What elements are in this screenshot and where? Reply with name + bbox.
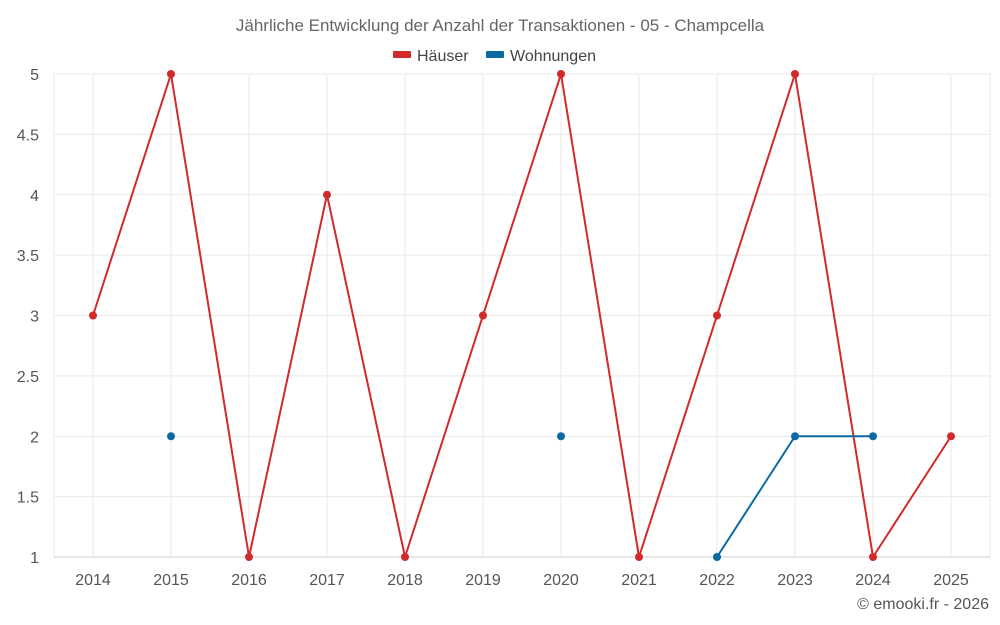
y-tick-label: 3.5 [17, 248, 39, 265]
legend-label-haeuser: Häuser [417, 48, 469, 65]
y-axis-ticks: 1 1.5 2 2.5 3 3.5 4 4.5 5 [17, 67, 39, 567]
series-group [89, 70, 955, 561]
data-point-haeuser[interactable] [323, 190, 331, 199]
x-tick-label: 2022 [699, 572, 735, 589]
credit-text: © emooki.fr - 2026 [857, 596, 989, 613]
y-tick-label: 5 [30, 67, 39, 84]
data-point-haeuser[interactable] [947, 432, 955, 441]
legend-item-haeuser[interactable]: Häuser [393, 48, 469, 65]
x-tick-label: 2020 [543, 572, 579, 589]
series-wohnungen [167, 432, 877, 561]
data-point-wohnungen[interactable] [557, 432, 565, 441]
data-point-haeuser[interactable] [401, 553, 409, 561]
data-point-haeuser[interactable] [869, 553, 877, 561]
data-point-haeuser[interactable] [89, 311, 97, 320]
legend-swatch-haeuser [393, 51, 411, 58]
x-axis-ticks: 2014 2015 2016 2017 2018 2019 2020 2021 2022 2023… [75, 572, 969, 589]
data-point-wohnungen[interactable] [167, 432, 175, 441]
legend-swatch-wohnungen [486, 51, 504, 58]
data-point-haeuser[interactable] [167, 70, 175, 78]
x-tick-label: 2015 [153, 572, 189, 589]
chart-title: Jährliche Entwicklung der Anzahl der Tra… [236, 16, 765, 35]
y-tick-label: 4 [30, 188, 39, 205]
x-tick-label: 2025 [933, 572, 969, 589]
data-point-haeuser[interactable] [557, 70, 565, 78]
x-tick-label: 2014 [75, 572, 111, 589]
data-point-haeuser[interactable] [245, 553, 253, 561]
grid [53, 73, 991, 558]
legend-item-wohnungen[interactable]: Wohnungen [486, 48, 596, 65]
x-tick-label: 2016 [231, 572, 267, 589]
y-tick-label: 2.5 [17, 369, 39, 386]
x-tick-label: 2017 [309, 572, 345, 589]
y-tick-label: 2 [30, 429, 39, 446]
y-tick-label: 3 [30, 309, 39, 326]
y-tick-label: 1.5 [17, 490, 39, 507]
legend-label-wohnungen: Wohnungen [510, 48, 596, 65]
data-point-wohnungen[interactable] [713, 553, 721, 561]
data-point-haeuser[interactable] [479, 311, 487, 320]
series-haeuser [89, 70, 955, 561]
data-point-haeuser[interactable] [635, 553, 643, 561]
x-tick-label: 2023 [777, 572, 813, 589]
data-point-haeuser[interactable] [713, 311, 721, 320]
series-line-haeuser [92, 73, 952, 558]
data-point-haeuser[interactable] [791, 70, 799, 78]
data-point-wohnungen[interactable] [791, 432, 799, 441]
x-tick-label: 2018 [387, 572, 423, 589]
data-point-wohnungen[interactable] [869, 432, 877, 441]
x-tick-label: 2021 [621, 572, 657, 589]
y-tick-label: 1 [30, 550, 39, 567]
x-tick-label: 2024 [855, 572, 891, 589]
legend: Häuser Wohnungen [393, 48, 596, 65]
x-tick-label: 2019 [465, 572, 501, 589]
y-tick-label: 4.5 [17, 127, 39, 144]
